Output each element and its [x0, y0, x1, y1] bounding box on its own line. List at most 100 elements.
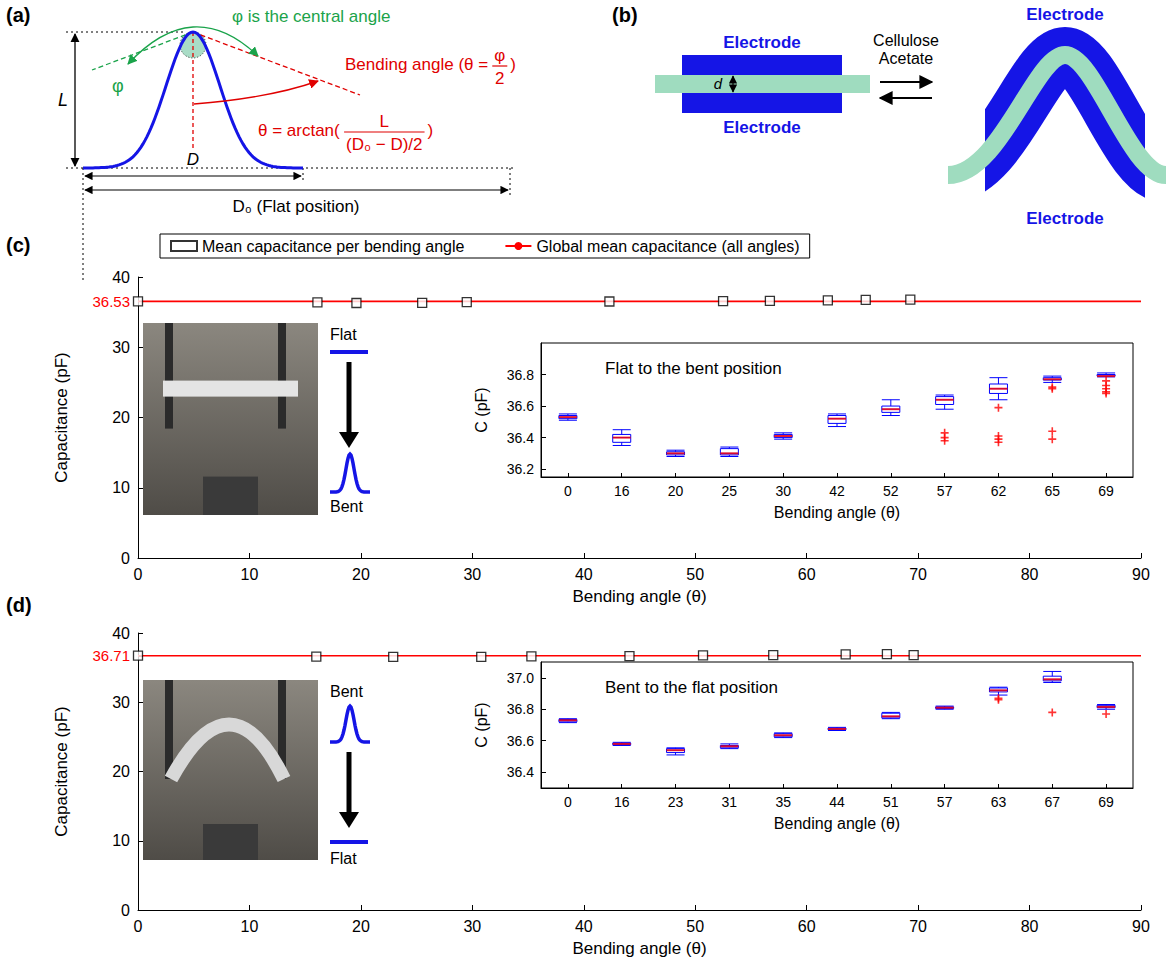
- svg-text:θ = arctan(: θ = arctan(: [258, 121, 340, 140]
- svg-text:Flat to the bent position: Flat to the bent position: [605, 359, 782, 378]
- svg-text:36.71: 36.71: [92, 647, 130, 664]
- svg-text:50: 50: [686, 566, 704, 583]
- svg-text:36.4: 36.4: [507, 430, 534, 446]
- svg-text:Bent: Bent: [330, 498, 363, 515]
- svg-text:Flat: Flat: [330, 850, 357, 867]
- svg-text:30: 30: [112, 339, 130, 356]
- svg-text:Bent to the flat position: Bent to the flat position: [605, 678, 778, 697]
- svg-text:36.6: 36.6: [507, 733, 534, 749]
- svg-text:30: 30: [112, 694, 130, 711]
- svg-text:(c): (c): [6, 234, 30, 256]
- svg-text:Electrode: Electrode: [723, 118, 800, 137]
- svg-text:D: D: [187, 150, 199, 169]
- svg-text:Electrode: Electrode: [1026, 209, 1103, 228]
- svg-text:80: 80: [1021, 566, 1039, 583]
- svg-text:25: 25: [722, 483, 738, 499]
- svg-text:31: 31: [722, 794, 738, 810]
- svg-text:52: 52: [883, 483, 899, 499]
- svg-text:0: 0: [564, 483, 572, 499]
- svg-text:50: 50: [686, 918, 704, 935]
- svg-text:36.8: 36.8: [507, 367, 534, 383]
- svg-text:Capacitance (pF): Capacitance (pF): [52, 706, 71, 836]
- svg-text:Electrode: Electrode: [1026, 5, 1103, 24]
- svg-text:36.53: 36.53: [92, 293, 130, 310]
- svg-text:70: 70: [909, 918, 927, 935]
- svg-text:d: d: [714, 75, 723, 92]
- svg-text:φ: φ: [494, 46, 505, 65]
- svg-text:L: L: [380, 112, 389, 131]
- svg-text:70: 70: [909, 566, 927, 583]
- svg-text:69: 69: [1098, 794, 1114, 810]
- svg-text:10: 10: [241, 566, 259, 583]
- svg-text:65: 65: [1044, 483, 1060, 499]
- svg-text:Capacitance (pF): Capacitance (pF): [52, 352, 71, 482]
- svg-text:80: 80: [1021, 918, 1039, 935]
- svg-text:51: 51: [883, 794, 899, 810]
- svg-text:36.2: 36.2: [507, 461, 534, 477]
- svg-text:63: 63: [991, 794, 1007, 810]
- svg-text:Bending angle (θ): Bending angle (θ): [572, 587, 706, 606]
- svg-text:0: 0: [564, 794, 572, 810]
- svg-text:69: 69: [1098, 483, 1114, 499]
- svg-text:(b): (b): [612, 4, 638, 26]
- svg-text:20: 20: [112, 763, 130, 780]
- svg-text:40: 40: [575, 566, 593, 583]
- svg-text:): ): [428, 121, 434, 140]
- svg-text:φ: φ: [112, 76, 124, 96]
- svg-text:57: 57: [937, 483, 953, 499]
- svg-text:Cellulose: Cellulose: [873, 32, 939, 49]
- svg-text:20: 20: [668, 483, 684, 499]
- svg-text:): ): [510, 55, 516, 74]
- svg-text:40: 40: [112, 625, 130, 642]
- svg-text:(a): (a): [6, 4, 30, 26]
- svg-text:36.8: 36.8: [507, 701, 534, 717]
- svg-text:10: 10: [112, 832, 130, 849]
- svg-text:57: 57: [937, 794, 953, 810]
- svg-text:16: 16: [614, 794, 630, 810]
- svg-text:40: 40: [575, 918, 593, 935]
- svg-text:90: 90: [1132, 566, 1150, 583]
- svg-text:35: 35: [775, 794, 791, 810]
- svg-text:90: 90: [1132, 918, 1150, 935]
- svg-text:30: 30: [463, 918, 481, 935]
- svg-text:0: 0: [121, 550, 130, 567]
- svg-text:20: 20: [112, 409, 130, 426]
- svg-text:0: 0: [134, 918, 143, 935]
- svg-text:36.4: 36.4: [507, 764, 534, 780]
- svg-text:Bending angle (θ): Bending angle (θ): [572, 939, 706, 958]
- svg-text:C (pF): C (pF): [473, 387, 490, 432]
- svg-text:44: 44: [829, 794, 845, 810]
- svg-text:20: 20: [352, 566, 370, 583]
- svg-text:(d): (d): [6, 594, 32, 616]
- svg-text:10: 10: [241, 918, 259, 935]
- svg-text:Electrode: Electrode: [723, 33, 800, 52]
- svg-text:Bending angle (θ =: Bending angle (θ =: [345, 55, 488, 74]
- svg-text:(D₀ − D)/2: (D₀ − D)/2: [346, 135, 422, 154]
- svg-text:2: 2: [495, 69, 504, 88]
- svg-text:60: 60: [798, 566, 816, 583]
- svg-text:67: 67: [1044, 794, 1060, 810]
- svg-text:0: 0: [121, 902, 130, 919]
- svg-text:Flat: Flat: [330, 326, 357, 343]
- svg-text:36.6: 36.6: [507, 398, 534, 414]
- svg-text:60: 60: [798, 918, 816, 935]
- svg-text:16: 16: [614, 483, 630, 499]
- svg-text:37.0: 37.0: [507, 670, 534, 686]
- svg-text:Mean capacitance per bending a: Mean capacitance per bending angle: [202, 238, 465, 255]
- svg-text:30: 30: [775, 483, 791, 499]
- svg-text:Bending angle (θ): Bending angle (θ): [774, 815, 900, 832]
- svg-text:42: 42: [829, 483, 845, 499]
- svg-text:C (pF): C (pF): [473, 702, 490, 747]
- svg-text:40: 40: [112, 269, 130, 286]
- svg-text:φ is the central angle: φ is the central angle: [232, 7, 390, 26]
- svg-text:Bending angle (θ): Bending angle (θ): [774, 504, 900, 521]
- svg-text:62: 62: [991, 483, 1007, 499]
- svg-text:D₀ (Flat position): D₀ (Flat position): [232, 197, 359, 216]
- svg-text:10: 10: [112, 479, 130, 496]
- svg-text:Bent: Bent: [330, 683, 363, 700]
- svg-text:Global mean capacitance (all a: Global mean capacitance (all angles): [536, 238, 799, 255]
- svg-text:0: 0: [134, 566, 143, 583]
- svg-text:23: 23: [668, 794, 684, 810]
- svg-text:Acetate: Acetate: [879, 50, 933, 67]
- svg-text:20: 20: [352, 918, 370, 935]
